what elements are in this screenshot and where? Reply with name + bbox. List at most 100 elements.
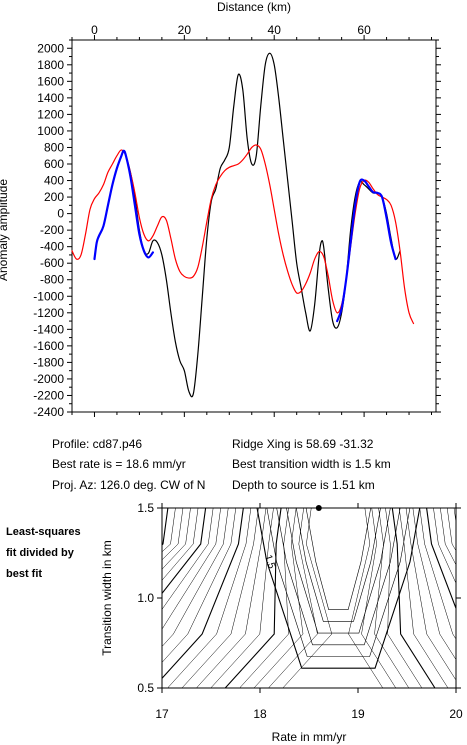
contour-line-left (162, 508, 184, 561)
contour-line-left (181, 508, 259, 688)
observed-anomaly-line (125, 52, 401, 398)
contour-line-valley (256, 508, 421, 669)
x-tick-label: 20 (178, 23, 192, 37)
contour-x-tick-label: 18 (253, 707, 267, 721)
contour-y-ticks: 1.5 1.0 0.5 (137, 501, 461, 695)
contour-line-left (253, 508, 304, 688)
projection-azimuth: Proj. Az: 126.0 deg. CW of N (52, 478, 205, 492)
y-tick-label: 1400 (37, 91, 64, 105)
contour-line-left (162, 508, 199, 581)
y-tick-label: -600 (40, 256, 64, 270)
contour-line-left (162, 508, 221, 630)
contour-line-left (210, 508, 274, 688)
contour-x-axis-title: Rate in mm/yr (272, 730, 347, 744)
y-tick-label: 0 (57, 207, 64, 221)
contour-line-right (440, 508, 456, 566)
contour-line-left (268, 508, 318, 688)
contour-line-left (162, 508, 176, 553)
contour-plot-frame (161, 507, 457, 689)
profile-series (71, 52, 415, 398)
contour-line-left (162, 508, 244, 680)
contour-y-tick-label: 0.5 (137, 681, 154, 695)
contour-x-ticks: 17 18 19 20 (155, 503, 463, 721)
fitted-segment-right-line (336, 178, 397, 323)
contour-line-left (162, 508, 191, 570)
y-tick-label: 600 (44, 157, 64, 171)
y-axis-title: Anomaly amplitude (0, 179, 10, 281)
contour-y-axis-title: Transition width in km (100, 540, 114, 656)
contour-line-left (224, 508, 282, 688)
contour-line-valley (295, 508, 381, 622)
model-anomaly-line (71, 144, 415, 325)
contour-line-left (162, 508, 214, 610)
best-fit-marker (315, 505, 322, 511)
x-axis-title: Distance (km) (217, 0, 291, 14)
profile-name: Profile: cd87.p46 (52, 437, 142, 451)
y-tick-label: -1200 (33, 306, 64, 320)
side-note-line-3: best fit (6, 568, 42, 580)
contour-y-tick-label: 1.0 (137, 591, 154, 605)
ridge-crossing: Ridge Xing is 58.69 -31.32 (232, 437, 374, 451)
contour-line-right (461, 508, 467, 688)
y-tick-label: 400 (44, 174, 64, 188)
contour-line-valley (286, 508, 391, 634)
contour-line-right (398, 508, 449, 688)
depth-to-source: Depth to source is 1.51 km (232, 478, 375, 492)
y-tick-label: -2200 (33, 388, 64, 402)
contour-chart: 1.5 17 18 19 20 1.5 1.0 0.5 Rate in mm/yr Tra… (100, 501, 467, 744)
y-tick-label: -400 (40, 240, 64, 254)
contour-line-left (239, 508, 289, 688)
contour-line-valley (305, 508, 372, 610)
best-transition-width: Best transition width is 1.5 km (232, 457, 391, 471)
contour-line-right (385, 508, 423, 688)
y-tick-label: -1400 (33, 322, 64, 336)
y-tick-label: -200 (40, 223, 64, 237)
side-note: Least-squares fit divided by best fit (6, 526, 81, 580)
contour-line-valley (276, 508, 401, 646)
y-tick-label: 1600 (37, 74, 64, 88)
y-tick-label: -1600 (33, 339, 64, 353)
contour-line-left (167, 508, 252, 688)
profile-chart: Distance (km) Anomaly amplitude 0 20 40 60 … (0, 0, 441, 419)
y-tick-label: -2000 (33, 372, 64, 386)
y-tick-label: 1200 (37, 107, 64, 121)
y-tick-label: 1800 (37, 58, 64, 72)
side-note-line-1: Least-squares (6, 526, 81, 538)
y-tick-label: 2000 (37, 41, 64, 55)
contour-x-tick-label: 17 (155, 707, 169, 721)
contour-line-right (426, 508, 456, 610)
side-note-line-2: fit divided by (6, 547, 75, 559)
contour-x-tick-label: 20 (449, 707, 463, 721)
y-tick-label: -800 (40, 273, 64, 287)
y-tick-label: -1000 (33, 289, 64, 303)
contour-line-left (162, 508, 169, 546)
info-block: Profile: cd87.p46 Best rate is = 18.6 mm… (52, 437, 391, 492)
contour-line-right (374, 508, 410, 688)
contour-line-right (405, 508, 456, 681)
contour-y-tick-label: 1.5 (137, 501, 154, 515)
profile-y-ticks: 2000180016001400120010008006004002000-20… (33, 39, 441, 419)
fitted-segment-left-line (93, 149, 154, 261)
x-tick-label: 0 (91, 23, 98, 37)
profile-x-ticks: 0 20 40 60 (71, 23, 433, 417)
contour-line-right (412, 508, 456, 661)
contour-line-right (446, 508, 456, 552)
best-rate: Best rate is = 18.6 mm/yr (52, 457, 186, 471)
contour-lines (162, 508, 467, 688)
contour-line-left (162, 508, 229, 647)
contour-line-valley (266, 508, 411, 657)
y-tick-label: 200 (44, 190, 64, 204)
contour-level-label: 1.5 (262, 554, 277, 571)
x-tick-label: 60 (357, 23, 371, 37)
y-tick-label: -1800 (33, 355, 64, 369)
y-tick-label: -2400 (33, 405, 64, 419)
contour-x-tick-label: 19 (351, 707, 365, 721)
contour-line-left (162, 508, 237, 663)
y-tick-label: 800 (44, 140, 64, 154)
contour-line-left (196, 508, 267, 688)
contour-line-right (361, 508, 397, 688)
contour-line-left (162, 508, 207, 595)
y-tick-label: 1000 (37, 124, 64, 138)
contour-line-right (433, 508, 456, 584)
